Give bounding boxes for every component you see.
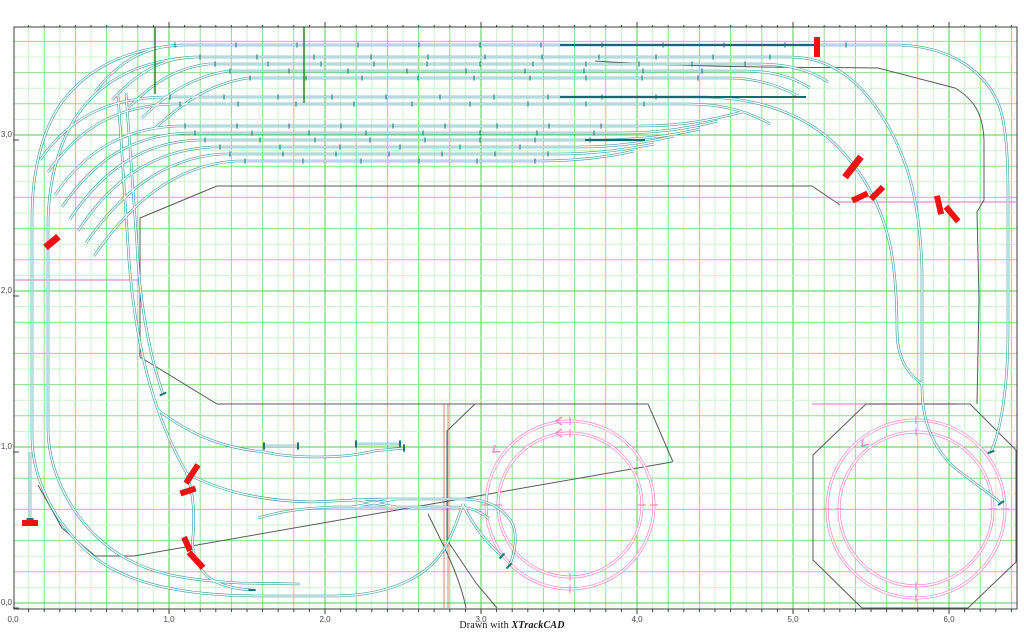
- x-axis-label: 2,0: [319, 615, 331, 624]
- x-axis-label: 3,0: [475, 615, 487, 624]
- footer-credit: Drawn with XTrackCAD: [0, 620, 1024, 631]
- y-axis-label: 1,0: [1, 442, 13, 451]
- x-axis-label: 0,0: [7, 615, 19, 624]
- section-marks: [154, 27, 305, 103]
- red-end-marker: [181, 535, 193, 553]
- x-axis-label: 5,0: [787, 615, 799, 624]
- red-end-marker: [868, 184, 886, 202]
- rulers: 0,0 1,0 2,0 3,0 4,0 5,0 6,0 3,0 2,0 1,0 0,0: [1, 22, 1018, 624]
- red-end-marker: [186, 550, 206, 570]
- red-end-marker: [22, 520, 38, 526]
- y-axis-label: 0,0: [1, 598, 13, 607]
- y-axis-label: 3,0: [1, 130, 13, 139]
- footer-brand: XTrackCAD: [511, 620, 565, 631]
- red-end-markers: [22, 37, 961, 570]
- red-end-marker: [943, 204, 961, 224]
- red-end-marker: [814, 37, 820, 57]
- x-axis-label: 4,0: [631, 615, 643, 624]
- x-axis-label: 6,0: [943, 615, 955, 624]
- red-end-marker: [183, 463, 201, 485]
- footer-text: Drawn with: [459, 620, 512, 631]
- x-axis-label: 1,0: [163, 615, 175, 624]
- grid: [14, 27, 1017, 609]
- helix-right: [823, 416, 1009, 602]
- track-joint-ticks: [26, 42, 1005, 591]
- red-end-marker: [933, 195, 945, 215]
- pink-reference-lines: [15, 201, 1016, 405]
- trackwork: [28, 43, 1010, 598]
- y-axis-label: 2,0: [1, 286, 13, 295]
- trackwork-bold: [560, 44, 816, 141]
- red-end-marker: [43, 233, 61, 251]
- red-end-marker: [851, 190, 869, 204]
- red-end-marker: [842, 154, 864, 180]
- red-end-marker: [179, 485, 197, 497]
- helix-left: [482, 416, 658, 593]
